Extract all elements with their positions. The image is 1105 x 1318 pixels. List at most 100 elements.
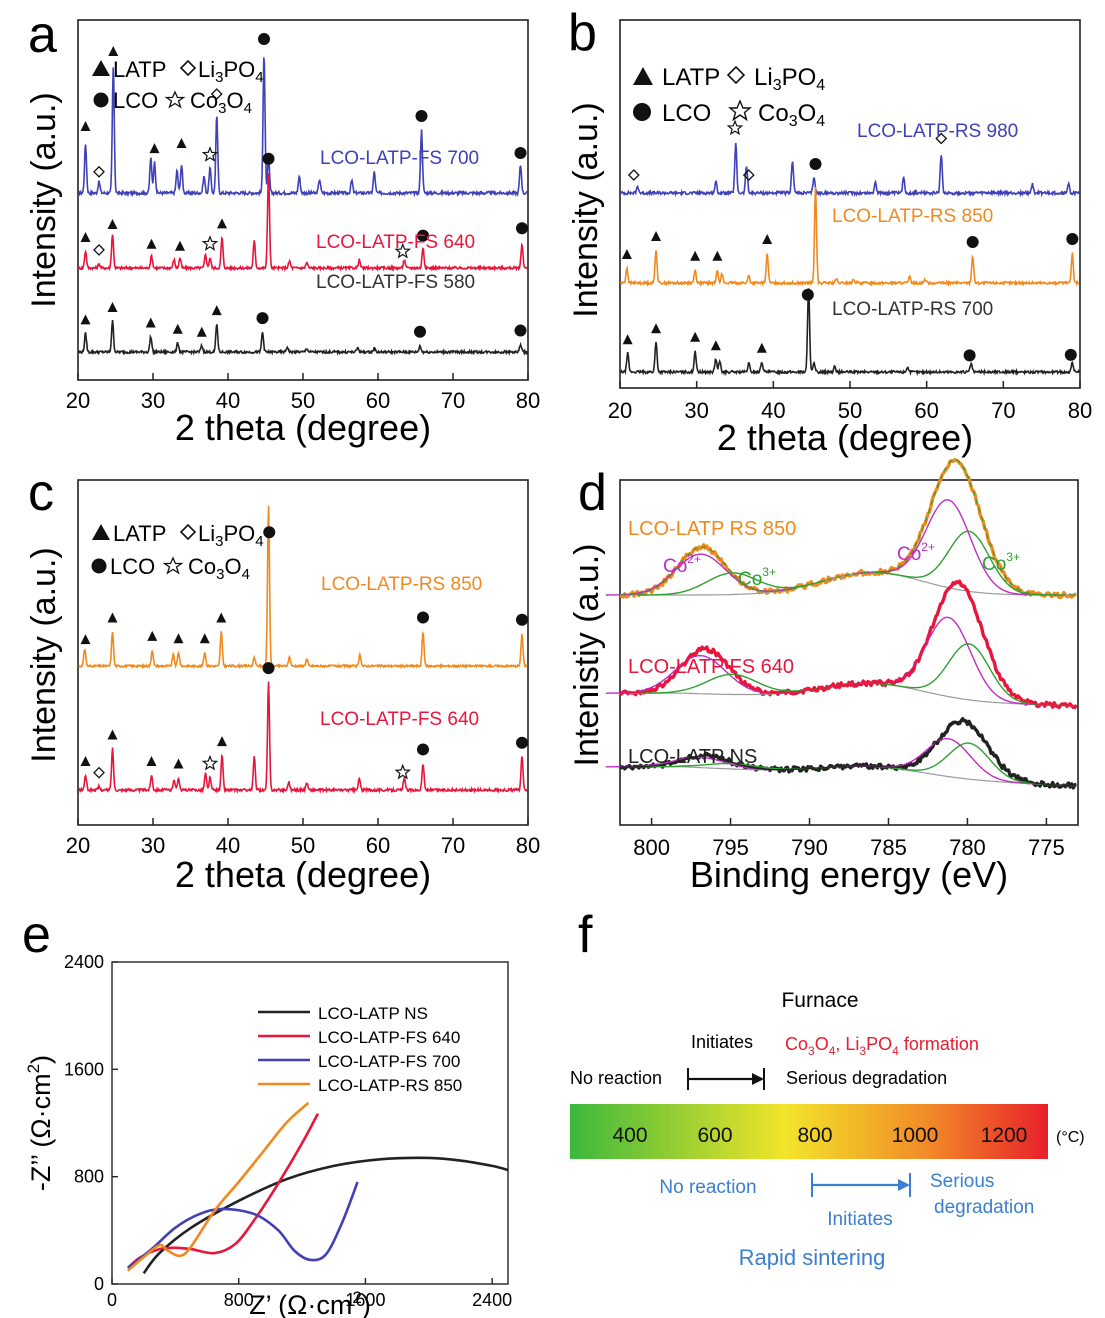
series-label-fs700: LCO-LATP-FS 700 [320, 148, 479, 169]
marker-latp-icon [145, 317, 156, 328]
nyquist-curve-3 [126, 1101, 310, 1272]
y-tick-label: 0 [94, 1274, 104, 1294]
furnace-degradation: Serious degradation [786, 1068, 947, 1088]
xrd-trace-a-0 [78, 57, 528, 198]
x-tick-label: 780 [949, 835, 986, 860]
x-tick-label: 785 [870, 835, 907, 860]
legend-lco-label: LCO [662, 100, 711, 127]
marker-lco-icon [417, 611, 429, 624]
x-tick-label: 80 [516, 388, 540, 413]
legend-star-icon [164, 90, 186, 109]
rs-title: Rapid sintering [739, 1245, 886, 1270]
marker-li3po4-icon [627, 169, 640, 181]
panel-f: f Furnace Initiates Co3O4, Li3PO4 format… [570, 906, 1085, 1270]
temperature-ticks: 400 600 800 1000 1200 [612, 1124, 1027, 1147]
x-tick-label: 40 [216, 388, 240, 413]
marker-latp-icon [149, 143, 160, 154]
co3-right-label: Co3+ [982, 550, 1020, 575]
marker-lco-icon [262, 662, 275, 675]
marker-latp-icon [712, 250, 723, 261]
x-tick-label: 40 [761, 398, 785, 423]
traces-a [77, 57, 528, 357]
panel-label-f: f [578, 906, 593, 964]
x-tick-label: 60 [366, 388, 390, 413]
furnace-initiates: Initiates [691, 1032, 753, 1052]
x-axis-title-e: Z’ (Ω·cm2) [249, 1288, 371, 1318]
xps-fit-component-1-1 [637, 673, 826, 694]
xps-envelope-2 [620, 720, 1077, 787]
legend-li3po4-label: Li3PO4 [198, 521, 264, 550]
panel-label-e: e [22, 906, 51, 964]
panel-c: c 20 30 40 50 60 70 80 2 theta (degree) Intens… [25, 464, 540, 895]
series-label-d-rs850: LCO-LATP RS 850 [628, 518, 796, 540]
x-tick-label: 30 [141, 388, 165, 413]
marker-latp-icon [690, 250, 701, 261]
panel-b: b 20 30 40 50 60 70 80 2 theta (degree) Intens… [567, 4, 1092, 458]
legend-latp-label: LATP [662, 64, 720, 91]
xrd-trace-b-2 [620, 288, 1080, 377]
nyquist-curve-1 [126, 1112, 320, 1269]
x-tick-label: 70 [441, 833, 465, 858]
xps-fit-component-0-3 [874, 530, 1063, 596]
series-label-rs700: LCO-LATP-RS 700 [832, 299, 993, 320]
marker-lco-icon [809, 157, 822, 170]
legend-li3po4-label: Li3PO4 [198, 57, 264, 86]
y-axis-title-a: Intensity (a.u.) [25, 92, 63, 307]
legend-latp-label: LATP [113, 57, 166, 82]
marker-lco-icon [1064, 348, 1077, 361]
x-tick-label: 800 [633, 835, 670, 860]
legend-diamond-icon [726, 65, 746, 85]
marker-lco-icon [417, 229, 429, 242]
legend-lco-label: LCO [113, 88, 158, 113]
panel-d: d 800 795 790 785 780 775 Binding energy (eV)… [568, 458, 1079, 895]
markers-b [621, 119, 1079, 362]
temperature-tick-label: 400 [612, 1124, 647, 1147]
panel-label-b: b [568, 4, 597, 62]
furnace-no-reaction: No reaction [570, 1068, 662, 1088]
marker-latp-icon [217, 736, 227, 747]
marker-li3po4-icon [935, 132, 948, 145]
marker-lco-icon [414, 325, 426, 338]
x-tick-label: 30 [141, 833, 165, 858]
legend-circle-icon [91, 558, 107, 574]
marker-lco-icon [516, 222, 528, 235]
marker-li3po4-icon [93, 244, 105, 256]
x-tick-label: 60 [366, 833, 390, 858]
xps-fit-component-0-2 [853, 499, 1042, 596]
plot-frame-e [111, 961, 509, 1285]
co2-left-label: Co2+ [663, 552, 701, 577]
legend-diamond-icon [179, 523, 197, 541]
rs-arrow-head-icon [898, 1179, 910, 1191]
marker-latp-icon [172, 323, 183, 334]
nyquist-curve-0 [142, 1156, 509, 1275]
x-tick-label: 80 [516, 833, 540, 858]
marker-latp-icon [107, 302, 118, 312]
x-tick-label: 775 [1028, 835, 1065, 860]
co2-right-label: Co2+ [897, 540, 935, 565]
x-tick-label: 1600 [345, 1290, 385, 1310]
xrd-trace-c-1 [77, 681, 528, 795]
series-label-fs640: LCO-LATP-FS 640 [316, 232, 475, 253]
legend-co3o4-label: Co3O4 [188, 554, 250, 583]
marker-co3o4-icon [201, 235, 219, 251]
panel-label-a: a [28, 6, 57, 64]
x-tick-label: 20 [66, 388, 90, 413]
marker-lco-icon [258, 32, 270, 45]
marker-co3o4-icon [201, 754, 219, 771]
y-tick-label: 800 [74, 1167, 104, 1187]
marker-latp-icon [80, 756, 91, 767]
marker-latp-icon [176, 137, 187, 148]
marker-latp-icon [175, 240, 185, 251]
marker-lco-icon [801, 288, 814, 301]
xps-fit-component-1-2 [853, 616, 1042, 706]
marker-lco-icon [516, 613, 528, 626]
markers-a [80, 32, 528, 338]
marker-latp-icon [216, 612, 227, 623]
y-tick-label: 1600 [64, 1059, 104, 1079]
legend-co3o4-label: Co3O4 [190, 88, 252, 117]
series-label-d-fs640: LCO-LATP FS 640 [628, 656, 794, 678]
marker-latp-icon [690, 331, 701, 342]
temperature-tick-label: 800 [797, 1124, 832, 1147]
legend-label-fs700: LCO-LATP-FS 700 [318, 1052, 460, 1071]
co3-left-label: Co3+ [738, 565, 776, 590]
